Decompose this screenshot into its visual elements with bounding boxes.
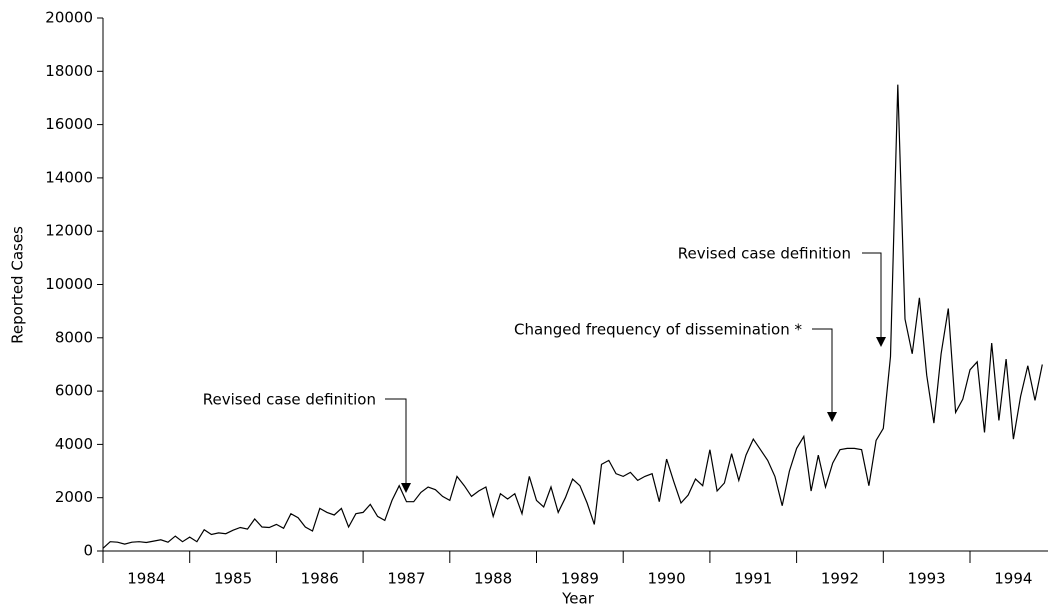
y-tick-label: 10000 <box>45 275 93 293</box>
x-tick-label: 1988 <box>474 570 512 588</box>
data-line <box>102 84 1043 549</box>
y-tick-label: 0 <box>83 542 93 560</box>
annotation: Changed frequency of dissemination * <box>514 321 802 339</box>
x-tick-label: 1993 <box>908 570 946 588</box>
annotation: Revised case definition <box>203 391 376 409</box>
x-tick-label: 1991 <box>734 570 772 588</box>
y-tick-label: 18000 <box>45 62 93 80</box>
x-tick-label: 1984 <box>127 570 165 588</box>
arrow-head <box>827 412 837 422</box>
y-tick-label: 6000 <box>55 382 93 400</box>
annotation: Revised case definition <box>678 245 851 263</box>
x-tick-label: 1992 <box>821 570 859 588</box>
x-tick-label: 1989 <box>561 570 599 588</box>
annotation-arrow <box>385 398 407 484</box>
arrow-head <box>876 337 886 347</box>
y-tick-label: 16000 <box>45 115 93 133</box>
y-tick-label: 4000 <box>55 435 93 453</box>
annotation-arrow <box>862 252 882 338</box>
x-tick-label: 1990 <box>647 570 685 588</box>
x-tick-label: 1987 <box>387 570 425 588</box>
y-tick-label: 2000 <box>55 488 93 506</box>
y-tick-label: 20000 <box>45 9 93 27</box>
x-tick-label: 1994 <box>994 570 1032 588</box>
y-tick-label: 14000 <box>45 168 93 186</box>
y-tick-label: 8000 <box>55 328 93 346</box>
y-axis-label: Reported Cases <box>9 226 27 344</box>
x-tick-label: 1986 <box>301 570 339 588</box>
arrow-head <box>401 483 411 493</box>
annotation-arrow <box>812 328 833 413</box>
x-tick-label: 1985 <box>214 570 252 588</box>
y-tick-label: 12000 <box>45 222 93 240</box>
x-axis-label: Year <box>561 590 595 608</box>
